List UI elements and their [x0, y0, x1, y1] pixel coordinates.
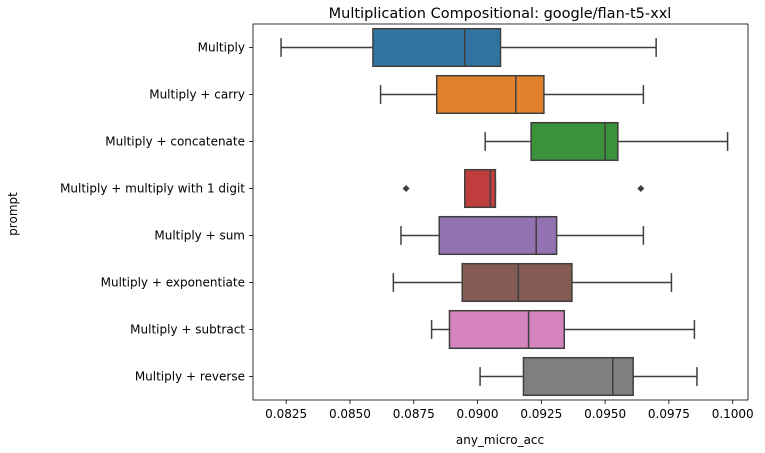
box-group: [280, 27, 657, 68]
y-tick-label: Multiply + sum: [154, 229, 245, 243]
box: [372, 27, 502, 68]
y-tick-label: Multiply + multiply with 1 digit: [60, 182, 245, 196]
x-tick-label: 0.0875: [393, 407, 435, 421]
x-tick-label: 0.0950: [584, 407, 626, 421]
box-group: [430, 309, 696, 350]
y-axis: Multiply Multiply + carry Multiply + conca…: [60, 41, 253, 384]
y-tick-label: Multiply + carry: [149, 88, 245, 102]
y-tick-label: Multiply + concatenate: [105, 135, 245, 149]
y-tick-label: Multiply + subtract: [130, 323, 245, 337]
outlier-point: [637, 185, 645, 192]
box-group: [402, 168, 645, 209]
box: [435, 74, 545, 115]
box: [448, 309, 566, 350]
x-axis: 0.0825 0.0850 0.0875 0.0900 0.0925 0.0950 0.09…: [265, 400, 754, 421]
x-tick-label: 0.1000: [712, 407, 754, 421]
box-group: [484, 121, 729, 162]
box-group: [392, 262, 673, 303]
box: [461, 262, 573, 303]
y-axis-label: prompt: [6, 192, 20, 236]
box: [530, 121, 619, 162]
y-tick-label: Multiply + exponentiate: [101, 276, 245, 290]
x-axis-label: any_micro_acc: [456, 433, 544, 447]
box-group: [400, 215, 645, 256]
x-tick-label: 0.0900: [457, 407, 499, 421]
plot-area: [252, 23, 749, 401]
plot-frame: [252, 23, 749, 401]
x-tick-label: 0.0825: [265, 407, 307, 421]
box-group: [379, 74, 645, 115]
y-tick-label: Multiply + reverse: [135, 370, 245, 384]
chart-title: Multiplication Compositional: google/fla…: [329, 6, 672, 22]
box: [438, 215, 558, 256]
x-tick-label: 0.0850: [329, 407, 371, 421]
x-tick-label: 0.0925: [520, 407, 562, 421]
y-tick-label: Multiply: [198, 41, 245, 55]
x-tick-label: 0.0975: [648, 407, 690, 421]
box-group: [479, 356, 698, 397]
box: [522, 356, 634, 397]
outlier-point: [402, 185, 410, 192]
